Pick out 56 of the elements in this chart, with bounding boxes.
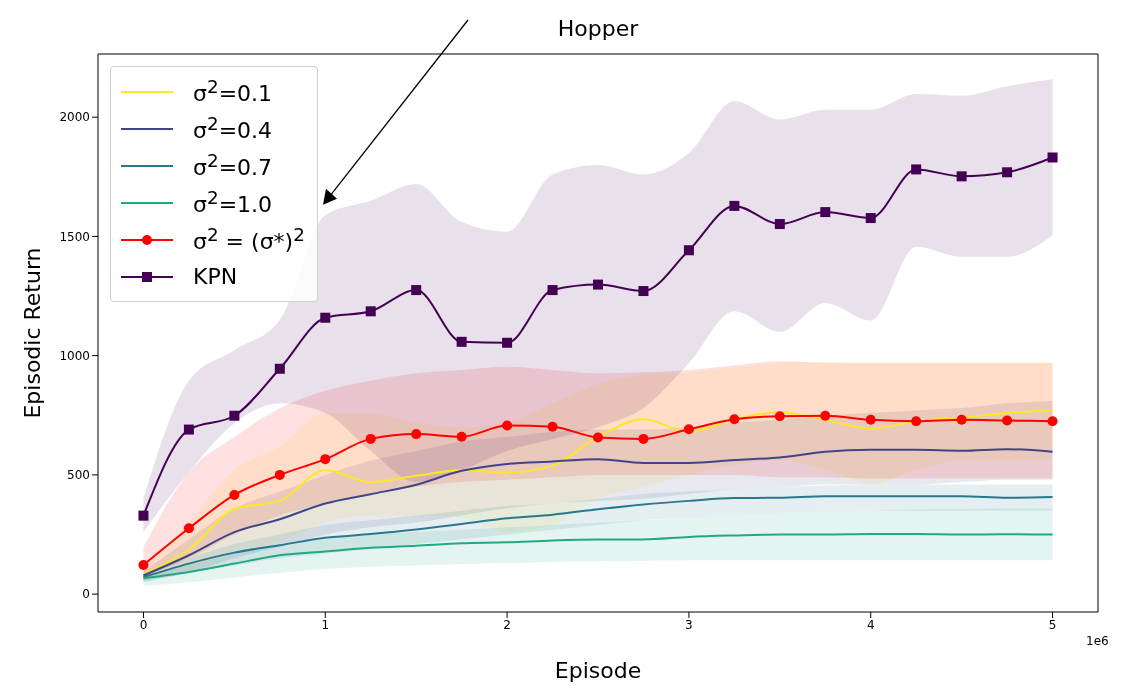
legend-label: σ$^{2}$=1.0 [193, 187, 273, 218]
line-series [142, 448, 1054, 577]
y-tick-label: 1500 [59, 229, 90, 244]
line-series [142, 495, 1054, 579]
point [320, 454, 331, 465]
point [638, 286, 649, 297]
point [1002, 415, 1013, 426]
point [911, 416, 922, 427]
point [638, 433, 649, 444]
point [911, 164, 922, 175]
point [274, 363, 285, 374]
point [411, 429, 422, 440]
point [729, 414, 740, 425]
chart-title: Hopper [556, 16, 640, 41]
point [456, 431, 467, 442]
point [456, 336, 467, 347]
legend-label: σ$^{2}$=0.7 [193, 150, 273, 181]
point [502, 420, 513, 431]
point [365, 306, 376, 317]
point [1002, 167, 1013, 178]
point [1047, 416, 1058, 427]
point [138, 560, 149, 571]
point [183, 523, 194, 534]
point [956, 414, 967, 425]
point [229, 489, 240, 500]
y-tick-label: 1000 [59, 348, 90, 363]
x-tick-label: 1 [321, 617, 330, 632]
point [138, 510, 149, 521]
x-tick-label: 0 [139, 617, 148, 632]
y-tick-label: 0 [82, 587, 90, 602]
point [274, 469, 285, 480]
point [820, 207, 831, 218]
x-tick-label: 2 [503, 617, 511, 632]
point [593, 432, 603, 443]
x-axis-title: Episode [554, 658, 642, 683]
text: 1e6 [1086, 634, 1109, 648]
legend-label: σ$^{2}$=0.1 [193, 76, 273, 107]
point [365, 433, 376, 444]
point [547, 421, 558, 432]
point [729, 200, 740, 211]
point [820, 410, 831, 421]
point [774, 411, 785, 422]
legend-label: σ$^{2}$=0.4 [193, 113, 273, 144]
y-tick-label: 500 [67, 468, 90, 483]
line-series [142, 533, 1054, 580]
y-tick-label: 2000 [59, 110, 90, 125]
x-tick-label: 4 [866, 617, 875, 632]
point [865, 414, 876, 425]
point [547, 285, 558, 296]
x-tick-label: 5 [1048, 617, 1057, 632]
point [183, 424, 194, 435]
point [683, 424, 694, 435]
legend-label: KPN [193, 264, 238, 289]
x-tick-label: 3 [685, 617, 693, 632]
legend-label: σ$^{2}$ = (σ*)$^{2}$ [193, 224, 305, 255]
y-axis-title: Episodic Return [19, 247, 45, 419]
